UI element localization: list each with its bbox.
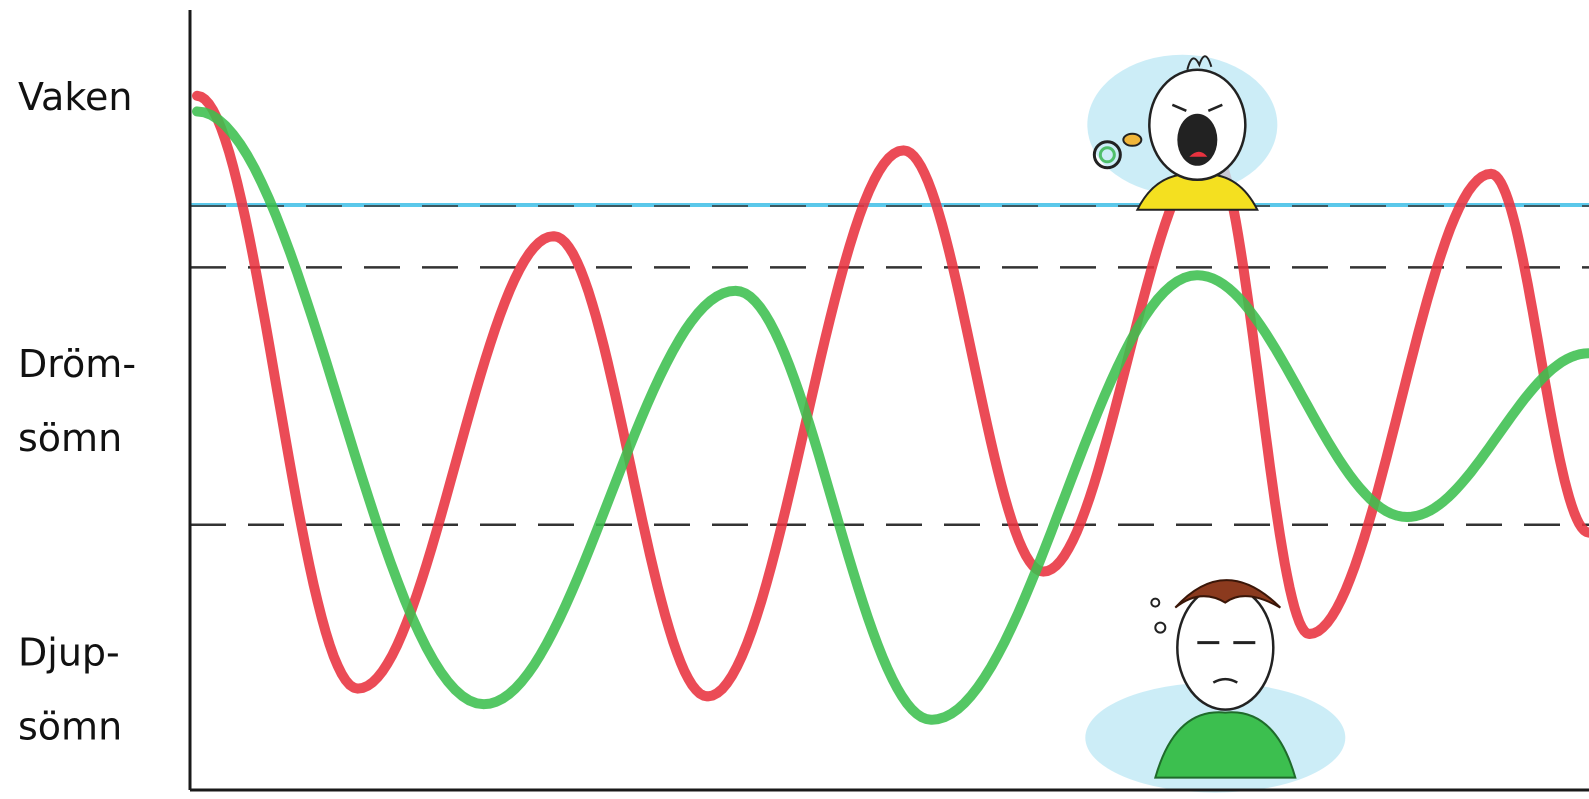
y-label-2-1: sömn: [18, 705, 122, 749]
parent-sleep-curve: [192, 106, 1589, 725]
child-sleep-curve: [192, 90, 1589, 702]
illustrations: [1085, 54, 1346, 793]
y-label-0-0: Vaken: [18, 75, 132, 119]
y-label-2-0: Djup-: [18, 631, 120, 675]
y-axis-labels: Vaken Dröm-sömn Djup-sömn: [18, 75, 136, 749]
tired-parent-icon: [1085, 579, 1346, 793]
y-label-1-0: Dröm-: [18, 342, 136, 386]
sleep-curves: [192, 90, 1589, 725]
crying-baby-icon: [1087, 54, 1278, 211]
axes: [188, 10, 1589, 792]
reference-lines: [190, 203, 1589, 527]
y-label-1-1: sömn: [18, 416, 122, 460]
